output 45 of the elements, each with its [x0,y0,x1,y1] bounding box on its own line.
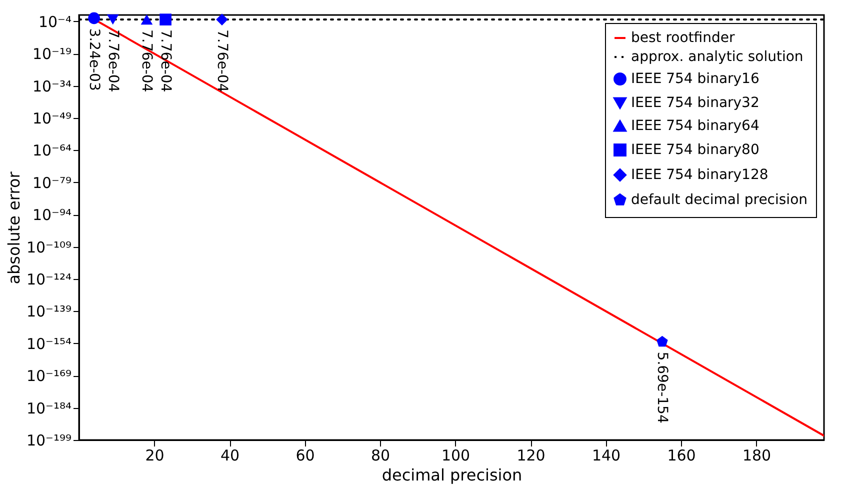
y-tick-label: 10⁻⁴ [38,12,72,31]
legend-label: IEEE 754 binary64 [631,118,760,134]
point [140,14,153,25]
x-tick-label: 40 [220,446,240,464]
legend-label: IEEE 754 binary80 [631,142,760,158]
legend-label: IEEE 754 binary16 [631,71,760,87]
y-tick-label: 10⁻⁹⁴ [32,206,72,224]
x-tick-label: 20 [145,446,164,464]
y-tick-label: 10⁻¹⁶⁹ [26,367,72,386]
x-tick-label: 140 [592,446,621,464]
y-tick-label: 10⁻¹⁹ [32,45,72,64]
point [106,14,119,25]
point [160,14,172,26]
x-tick-label: 160 [667,446,696,464]
data-label: 5.69e-154 [654,352,670,424]
y-tick-label: 10⁻¹⁵⁴ [26,334,72,353]
x-tick-label: 60 [296,446,315,464]
y-tick-label: 10⁻¹⁸⁴ [26,399,72,418]
y-tick-label: 10⁻⁶⁴ [32,142,72,160]
y-tick-label: 10⁻⁷⁹ [32,174,72,192]
legend-label: approx. analytic solution [631,49,804,65]
legend-label: IEEE 754 binary128 [631,167,768,183]
legend-label: best rootfinder [631,30,735,46]
data-label: 7.76e-04 [138,30,155,92]
y-tick-label: 10⁻⁴⁹ [32,110,72,128]
y-tick-label: 10⁻¹²⁴ [26,270,72,289]
y-axis-title: absolute error [4,171,24,284]
data-label: 7.76e-04 [158,30,174,92]
x-tick-label: 100 [441,446,470,464]
point [216,14,228,26]
x-axis-title: decimal precision [382,466,522,484]
y-tick-label: 10⁻¹⁰⁹ [26,238,72,256]
y-tick-label: 10⁻¹³⁹ [26,302,72,321]
x-tick-label: 80 [370,446,390,464]
point [88,12,100,24]
legend-label: default decimal precision [631,192,808,208]
point [656,336,668,347]
legend-label: IEEE 754 binary32 [631,95,760,111]
y-tick-label: 10⁻³⁴ [32,77,72,96]
data-label: 3.24e-03 [86,28,102,91]
x-tick-label: 120 [516,446,546,464]
data-label: 7.76e-04 [214,30,230,92]
data-label: 7.76e-04 [104,30,121,92]
x-tick-label: 180 [742,446,772,464]
y-tick-label: 10⁻¹⁹⁹ [26,432,72,450]
